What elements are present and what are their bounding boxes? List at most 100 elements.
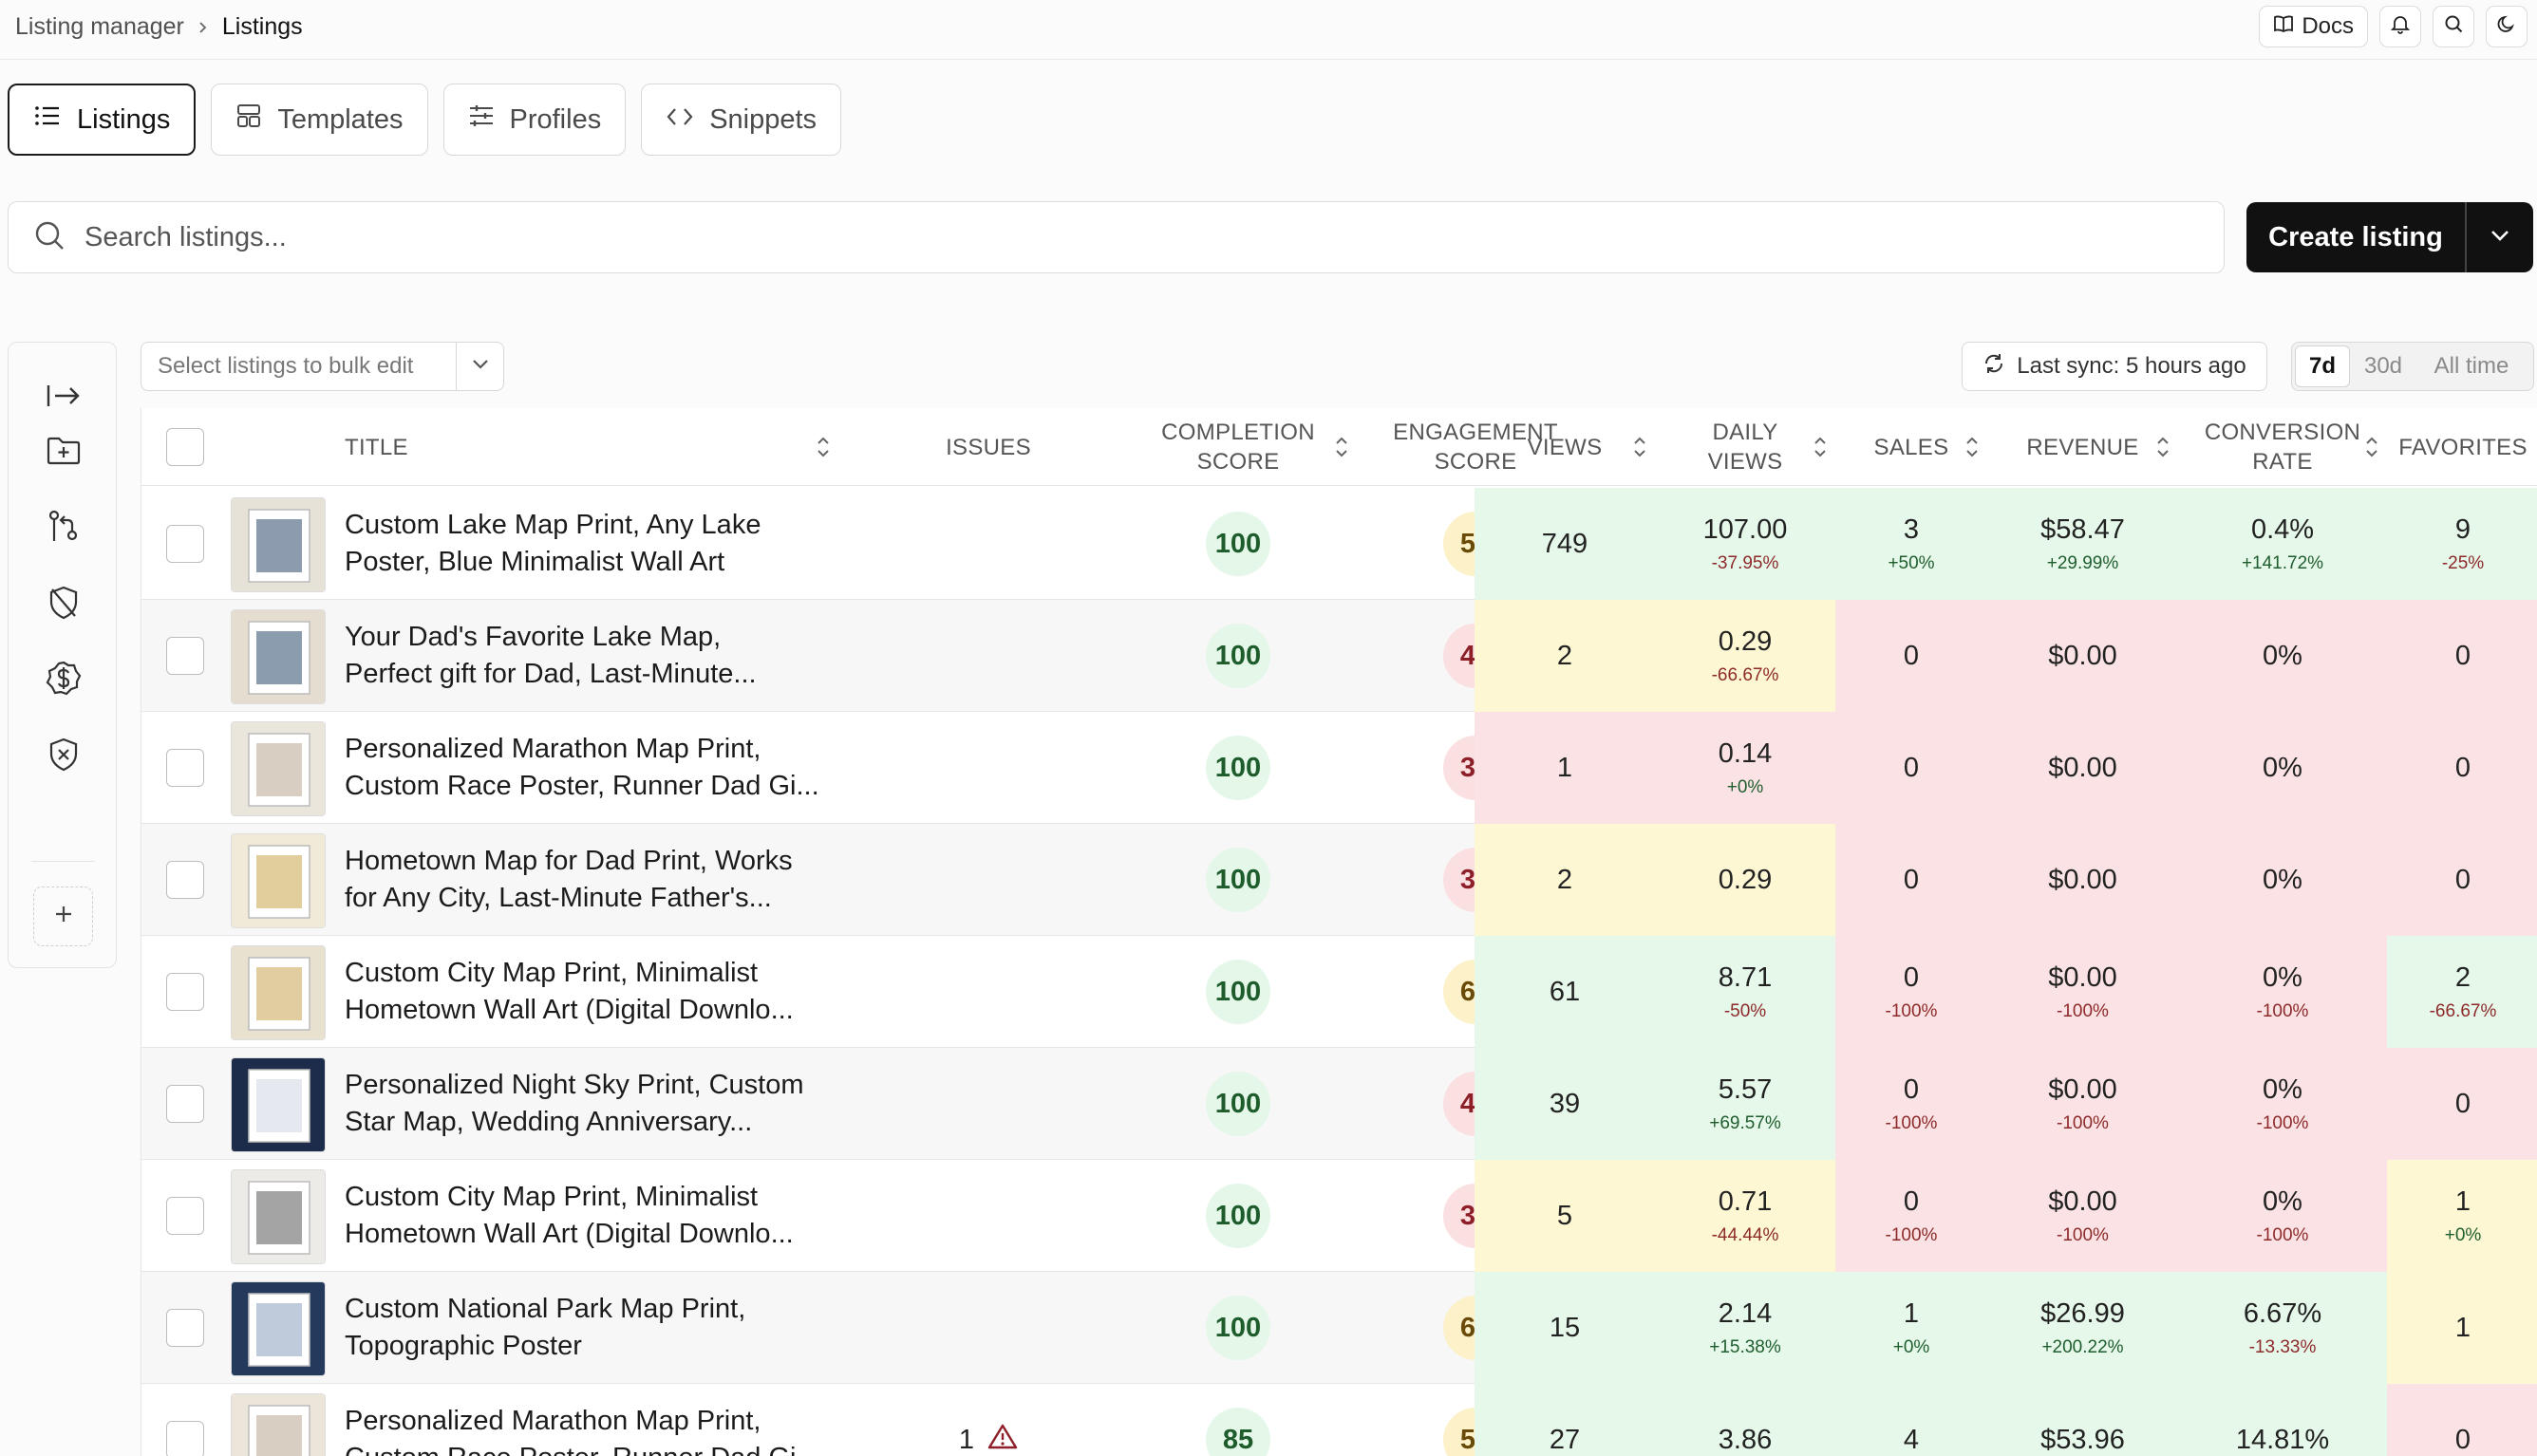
views-cell: 2 xyxy=(1475,600,1655,712)
bulk-edit-dropdown[interactable] xyxy=(456,343,503,390)
column-revenue[interactable]: REVENUE xyxy=(1987,408,2178,486)
rail-add-button[interactable] xyxy=(33,887,93,946)
issues-cell xyxy=(844,600,1133,712)
range-all-time[interactable]: All time xyxy=(2434,353,2509,379)
row-checkbox[interactable] xyxy=(166,749,204,787)
rail-git-compare-button[interactable] xyxy=(9,505,118,552)
table-row[interactable]: Custom City Map Print, Minimalist Hometow… xyxy=(141,1160,2537,1272)
row-checkbox[interactable] xyxy=(166,1421,204,1456)
notifications-button[interactable] xyxy=(2379,6,2421,47)
views-cell-value: 5 xyxy=(1556,1200,1573,1231)
tab-snippets[interactable]: Snippets xyxy=(641,84,842,156)
collapse-sidebar-button[interactable] xyxy=(9,374,118,421)
sales-cell-value: 0 xyxy=(1903,640,1920,671)
column-conversion-rate[interactable]: CONVERSION RATE xyxy=(2178,408,2387,486)
tab-templates[interactable]: Templates xyxy=(211,84,428,156)
rail-shield-x-button[interactable] xyxy=(9,733,118,780)
listing-title[interactable]: Hometown Map for Dad Print, Works for Any… xyxy=(345,824,838,936)
create-listing-dropdown[interactable] xyxy=(2465,202,2533,272)
views-cell: 15 xyxy=(1475,1272,1655,1384)
issues-cell xyxy=(844,824,1133,936)
tab-profiles[interactable]: Profiles xyxy=(442,84,627,156)
issues-cell xyxy=(844,1160,1133,1272)
listing-title[interactable]: Your Dad's Favorite Lake Map, Perfect gif… xyxy=(345,600,838,712)
tab-listings[interactable]: Listings xyxy=(8,84,197,156)
issues-cell xyxy=(844,936,1133,1048)
sync-button[interactable]: Last sync: 5 hours ago xyxy=(1962,342,2267,391)
completion-score-cell: 100 xyxy=(1119,936,1357,1048)
listing-title[interactable]: Personalized Marathon Map Print, Custom R… xyxy=(345,1384,838,1456)
code-icon xyxy=(666,104,694,136)
create-listing-button[interactable]: Create listing xyxy=(2268,221,2443,252)
row-checkbox[interactable] xyxy=(166,1085,204,1123)
revenue-cell-value: $0.00 xyxy=(2048,864,2117,895)
select-all-checkbox[interactable] xyxy=(166,428,204,466)
conversion-rate-cell: 0% -100% xyxy=(2178,1160,2387,1272)
docs-button[interactable]: Docs xyxy=(2259,6,2368,47)
global-search-button[interactable] xyxy=(2433,6,2474,47)
rail-shield-off-button[interactable] xyxy=(9,581,118,628)
search-input[interactable] xyxy=(85,221,1983,253)
row-checkbox[interactable] xyxy=(166,637,204,675)
completion-score-cell: 85 xyxy=(1119,1384,1357,1456)
listing-title[interactable]: Custom National Park Map Print, Topograph… xyxy=(345,1272,838,1384)
sales-cell-change: -100% xyxy=(1885,1224,1938,1245)
sales-cell-change: +50% xyxy=(1888,552,1935,573)
sort-icon xyxy=(1630,435,1649,467)
daily-views-cell-value: 107.00 xyxy=(1702,513,1788,545)
table-row[interactable]: Custom National Park Map Print, Topograph… xyxy=(141,1272,2537,1384)
conversion-rate-cell: 0% xyxy=(2178,824,2387,936)
row-checkbox[interactable] xyxy=(166,525,204,563)
daily-views-cell-value: 0.29 xyxy=(1718,864,1773,895)
listing-title-line: Hometown Wall Art (Digital Downlo... xyxy=(345,995,794,1025)
column-completion-score[interactable]: COMPLETION SCORE xyxy=(1119,408,1357,486)
listing-title-line: Personalized Night Sky Print, Custom xyxy=(345,1070,804,1100)
column-title[interactable]: TITLE xyxy=(345,408,838,486)
views-cell-value: 749 xyxy=(1541,528,1588,559)
column-daily-views[interactable]: DAILY VIEWS xyxy=(1655,408,1835,486)
shield-off-icon xyxy=(47,585,81,625)
column-issues[interactable]: ISSUES xyxy=(946,434,1031,460)
listing-title[interactable]: Personalized Marathon Map Print, Custom R… xyxy=(345,712,838,824)
table-row[interactable]: Personalized Marathon Map Print, Custom R… xyxy=(141,1384,2537,1456)
rail-pricing-button[interactable] xyxy=(9,657,118,704)
listing-title[interactable]: Custom City Map Print, Minimalist Hometow… xyxy=(345,1160,838,1272)
bulk-edit-select[interactable]: Select listings to bulk edit xyxy=(141,342,504,391)
listing-title-line: Custom Race Poster, Runner Dad Gi... xyxy=(345,771,819,801)
views-cell-value: 39 xyxy=(1549,1088,1581,1119)
table-row[interactable]: Hometown Map for Dad Print, Works for Any… xyxy=(141,824,2537,936)
issue-count[interactable]: 1 xyxy=(958,1424,975,1455)
theme-toggle-button[interactable] xyxy=(2486,6,2528,47)
revenue-cell-value: $0.00 xyxy=(2048,1073,2117,1105)
daily-views-cell-value: 2.14 xyxy=(1718,1297,1773,1329)
column-favorites[interactable]: FAVORITES xyxy=(2398,434,2528,460)
range-7d[interactable]: 7d xyxy=(2295,345,2350,387)
favorites-cell: 0 xyxy=(2387,712,2537,824)
listing-title-line: Custom City Map Print, Minimalist xyxy=(345,1182,759,1212)
favorites-cell: 1 xyxy=(2387,1272,2537,1384)
sales-cell-change: +0% xyxy=(1892,1336,1930,1357)
breadcrumb-parent[interactable]: Listing manager xyxy=(15,13,184,40)
table-row[interactable]: Custom Lake Map Print, Any Lake Poster, B… xyxy=(141,488,2537,600)
issues-cell xyxy=(844,712,1133,824)
listing-title[interactable]: Custom City Map Print, Minimalist Hometow… xyxy=(345,936,838,1048)
column-sales[interactable]: SALES xyxy=(1835,408,1987,486)
row-checkbox[interactable] xyxy=(166,1197,204,1235)
column-engagement-score[interactable]: ENGAGEMENT SCORE xyxy=(1393,420,1558,475)
table-row[interactable]: Your Dad's Favorite Lake Map, Perfect gif… xyxy=(141,600,2537,712)
row-checkbox[interactable] xyxy=(166,861,204,899)
listing-title[interactable]: Personalized Night Sky Print, Custom Star… xyxy=(345,1048,838,1160)
column-views[interactable]: VIEWS xyxy=(1475,408,1655,486)
revenue-cell: $0.00 xyxy=(1987,600,2178,712)
listing-title-line: Hometown Wall Art (Digital Downlo... xyxy=(345,1219,794,1249)
row-checkbox[interactable] xyxy=(166,1309,204,1347)
revenue-cell: $0.00 xyxy=(1987,712,2178,824)
range-30d[interactable]: 30d xyxy=(2363,353,2403,379)
table-row[interactable]: Personalized Marathon Map Print, Custom R… xyxy=(141,712,2537,824)
listing-title[interactable]: Custom Lake Map Print, Any Lake Poster, B… xyxy=(345,488,838,600)
table-row[interactable]: Personalized Night Sky Print, Custom Star… xyxy=(141,1048,2537,1160)
rail-folder-button[interactable] xyxy=(9,429,118,476)
views-cell-value: 27 xyxy=(1549,1424,1581,1455)
table-row[interactable]: Custom City Map Print, Minimalist Hometow… xyxy=(141,936,2537,1048)
row-checkbox[interactable] xyxy=(166,973,204,1011)
